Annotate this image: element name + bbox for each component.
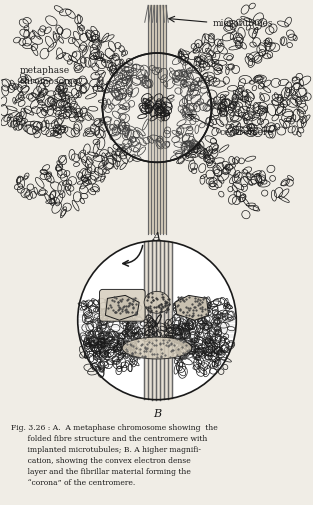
Circle shape — [102, 54, 212, 163]
Polygon shape — [175, 296, 208, 321]
Text: microtubules: microtubules — [213, 19, 273, 28]
Text: centromere: centromere — [219, 128, 273, 137]
Polygon shape — [105, 296, 139, 321]
Text: metaphase
chromosome: metaphase chromosome — [19, 66, 78, 85]
FancyBboxPatch shape — [144, 241, 172, 400]
Ellipse shape — [122, 337, 192, 359]
Ellipse shape — [144, 292, 170, 314]
Circle shape — [78, 241, 236, 400]
FancyBboxPatch shape — [100, 290, 145, 322]
Text: B: B — [153, 408, 161, 418]
FancyBboxPatch shape — [148, 7, 166, 234]
Text: Fig. 3.26 : A.  A metaphase chromosome showing  the
       folded fibre structur: Fig. 3.26 : A. A metaphase chromosome sh… — [11, 423, 218, 486]
Text: A: A — [153, 231, 161, 241]
